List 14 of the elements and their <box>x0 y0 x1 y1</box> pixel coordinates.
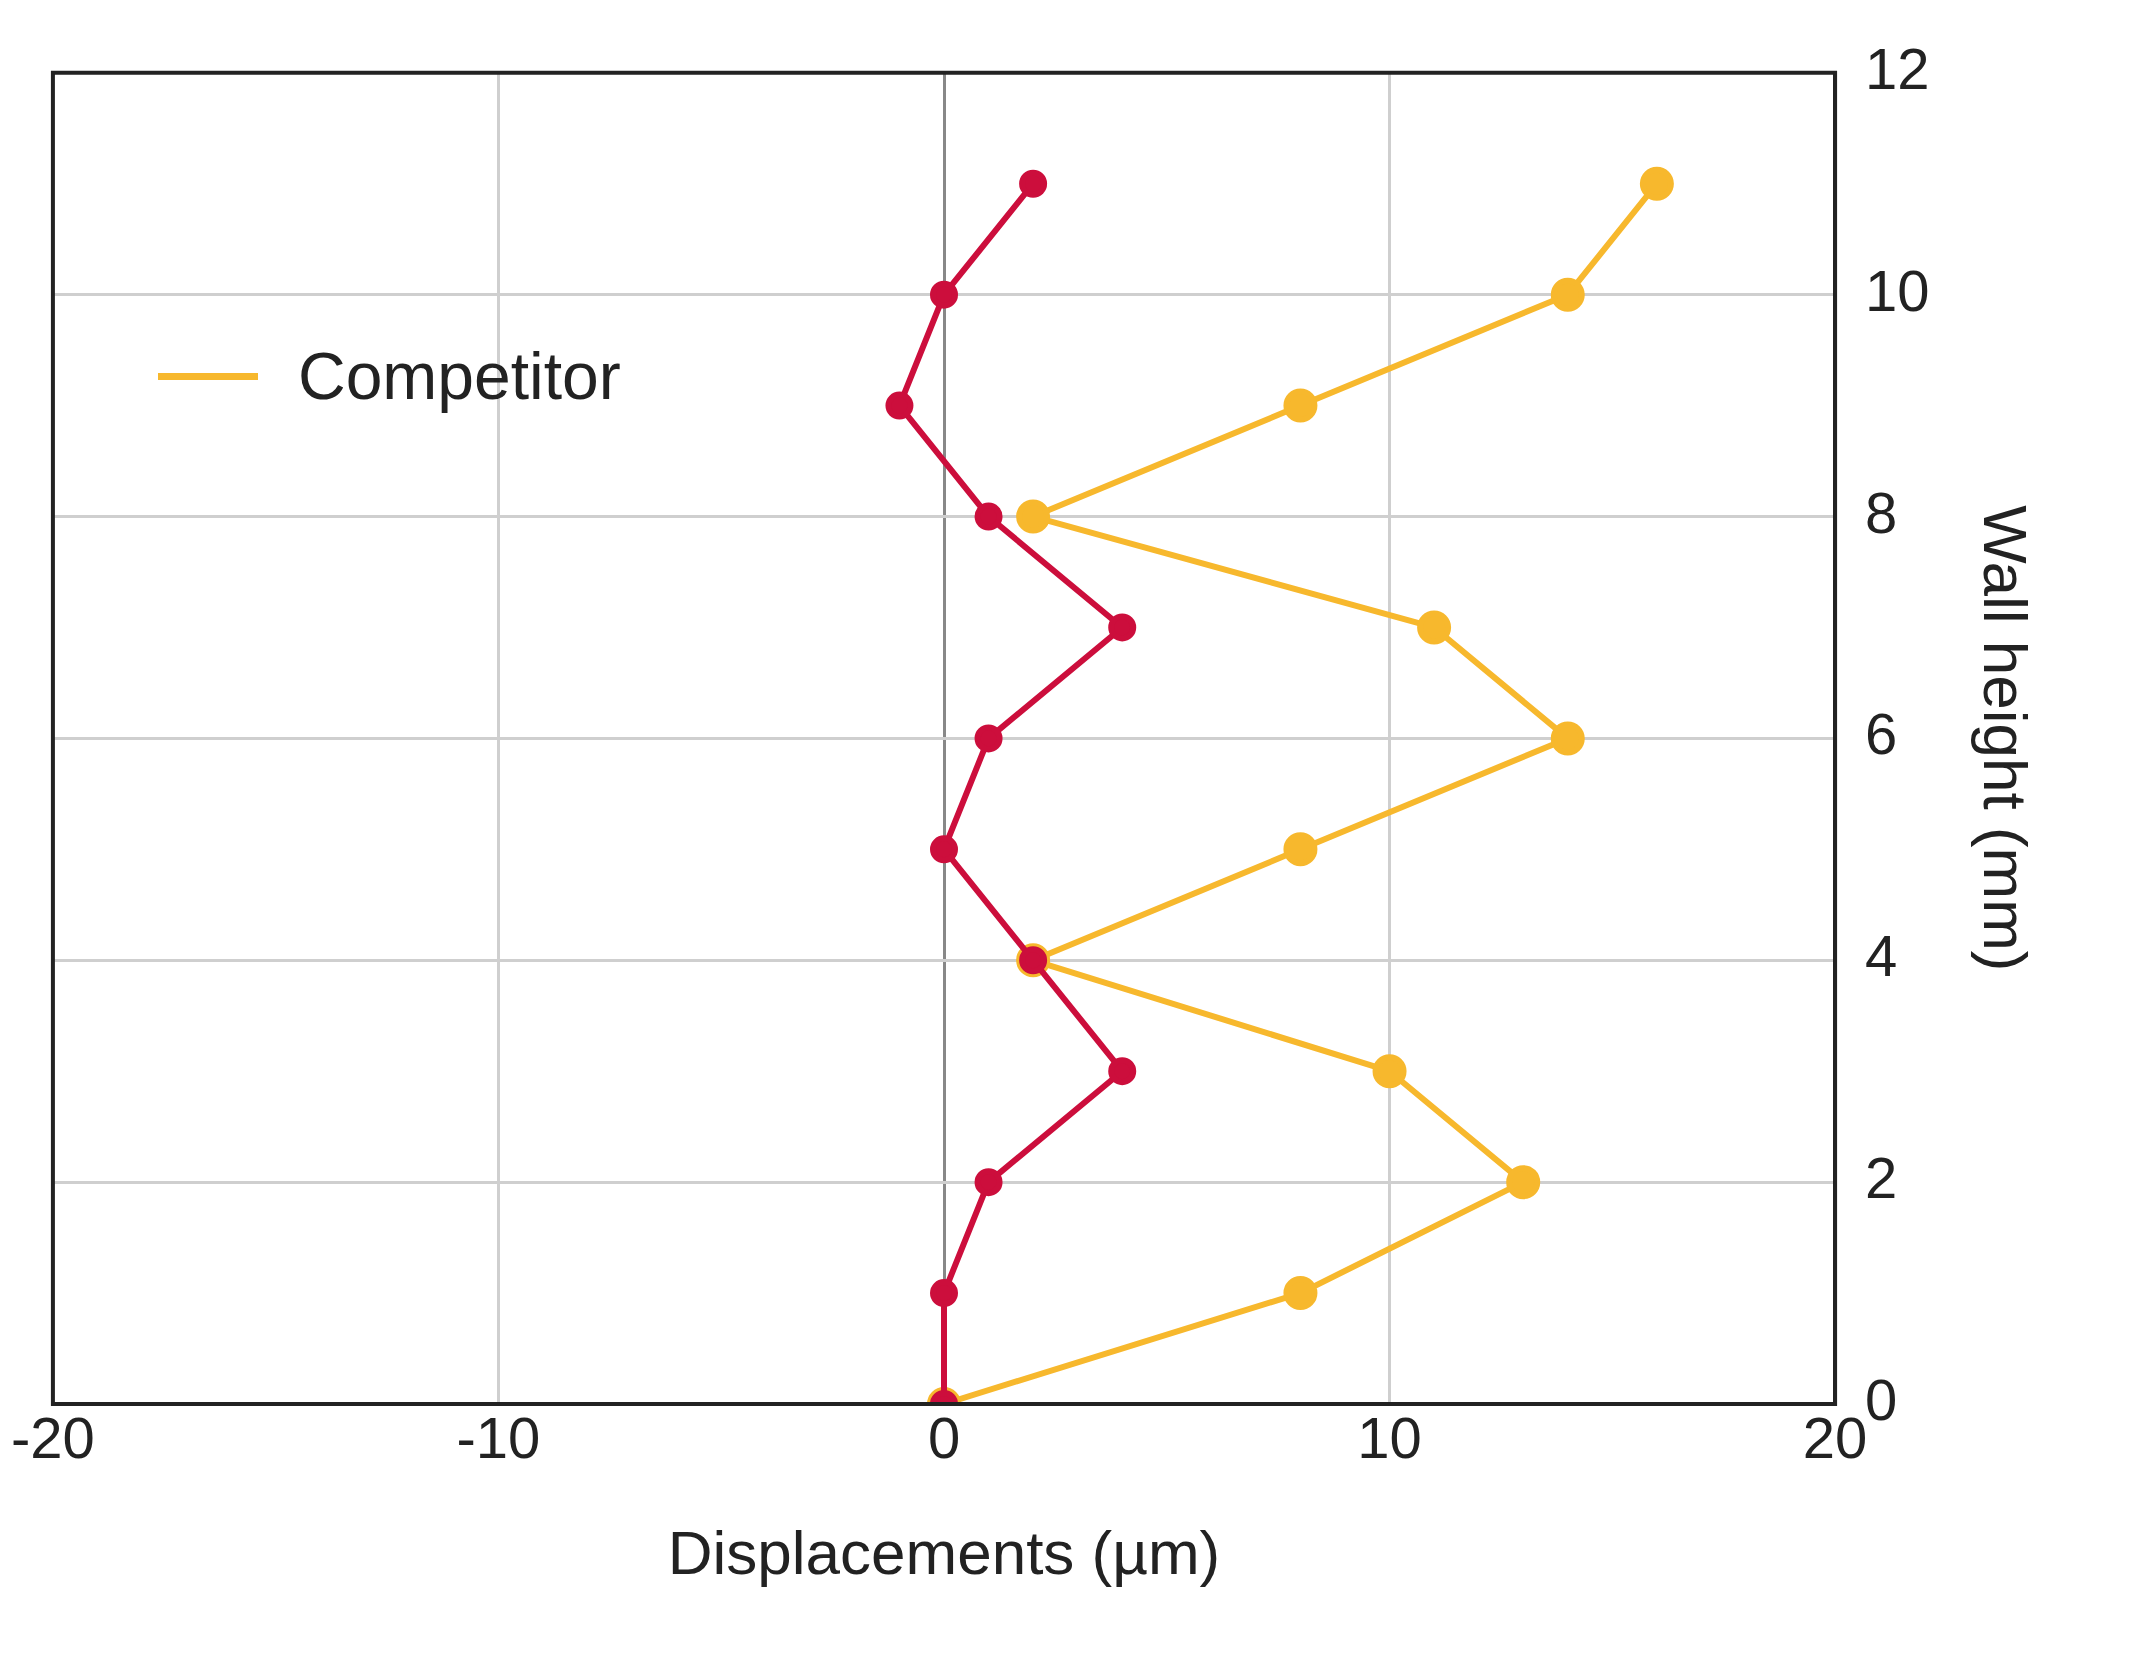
y-tick-label: 8 <box>1865 479 1898 545</box>
y-tick-label: 12 <box>1865 35 1930 101</box>
y-tick-label: 10 <box>1865 257 1930 323</box>
y-tick-label: 4 <box>1865 923 1898 989</box>
x-tick-label: -20 <box>11 1404 95 1470</box>
legend-label: Competitor <box>298 338 621 414</box>
x-tick-label: 10 <box>1357 1404 1422 1470</box>
x-tick-label: -10 <box>456 1404 541 1470</box>
x-axis-title: Displacements (µm) <box>667 1517 1221 1587</box>
x-tick-label: 0 <box>927 1404 961 1470</box>
y-axis-title: Wall height (mm) <box>1970 505 2040 972</box>
y-tick-label: 6 <box>1865 701 1898 767</box>
x-tick-label: 20 <box>1802 1404 1868 1470</box>
y-tick-label: 2 <box>1865 1145 1898 1211</box>
